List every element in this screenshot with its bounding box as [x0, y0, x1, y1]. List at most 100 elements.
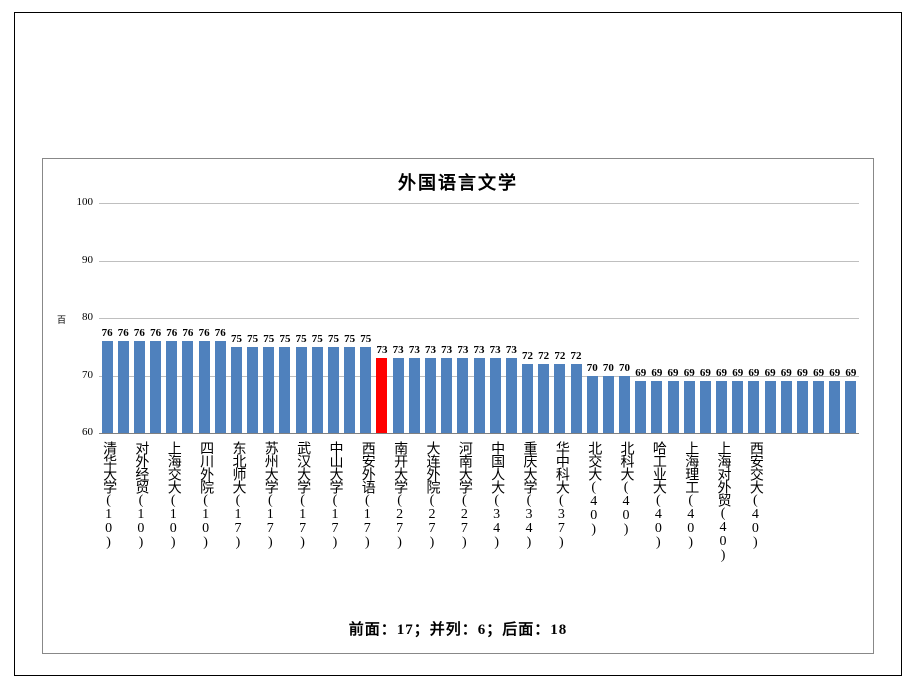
x-category-label: 重庆大学(34): [519, 441, 539, 549]
bar: [344, 347, 355, 433]
x-category-label: 清华大学(10): [98, 441, 118, 549]
bar: [231, 347, 242, 433]
y-tick-label: 80: [63, 311, 93, 323]
bar-value-label: 72: [551, 350, 568, 362]
bar-value-label: 70: [584, 362, 601, 374]
bar-value-label: 76: [99, 327, 116, 339]
bar-value-label: 73: [422, 344, 439, 356]
bar-value-label: 69: [826, 367, 843, 379]
bar-value-label: 73: [454, 344, 471, 356]
y-tick-label: 70: [63, 369, 93, 381]
bar: [668, 381, 679, 433]
bar-value-label: 73: [487, 344, 504, 356]
bar: [199, 341, 210, 433]
x-category-label: 中国人大(34): [486, 441, 506, 549]
x-category-label: 东北师大(17): [227, 441, 247, 549]
bar: [684, 381, 695, 433]
bar-value-label: 69: [729, 367, 746, 379]
bar: [619, 376, 630, 434]
bar: [409, 358, 420, 433]
x-category-label: 上海理工(40): [680, 441, 700, 549]
bar-value-label: 75: [228, 333, 245, 345]
bar: [134, 341, 145, 433]
x-category-label: 河南大学(27): [454, 441, 474, 549]
bar-value-label: 69: [632, 367, 649, 379]
y-tick-label: 100: [63, 196, 93, 208]
bar-value-label: 75: [309, 333, 326, 345]
bar-value-label: 75: [244, 333, 261, 345]
bar: [797, 381, 808, 433]
bar-value-label: 75: [325, 333, 342, 345]
bar-value-label: 72: [519, 350, 536, 362]
bar: [765, 381, 776, 433]
bar: [425, 358, 436, 433]
bar: [635, 381, 646, 433]
bar: [700, 381, 711, 433]
x-category-label: 南开大学(27): [389, 441, 409, 549]
bar: [732, 381, 743, 433]
bar-value-label: 69: [810, 367, 827, 379]
bar: [215, 341, 226, 433]
bar-value-label: 73: [503, 344, 520, 356]
bar: [716, 381, 727, 433]
bar-value-label: 75: [276, 333, 293, 345]
chart-container: 外国语言文学 百 60708090100 7676767676767676757…: [42, 158, 874, 654]
gridline: [99, 433, 859, 434]
x-category-label: 上海对外贸(40): [713, 441, 733, 562]
bar: [393, 358, 404, 433]
bar-value-label: 69: [697, 367, 714, 379]
bar-value-label: 76: [163, 327, 180, 339]
bar-value-label: 72: [568, 350, 585, 362]
bar-value-label: 72: [535, 350, 552, 362]
bar-value-label: 69: [745, 367, 762, 379]
bar: [554, 364, 565, 433]
bar-value-label: 69: [648, 367, 665, 379]
x-category-label: 西安外语(17): [357, 441, 377, 549]
bar-value-label: 76: [115, 327, 132, 339]
bar-value-label: 73: [438, 344, 455, 356]
bar-value-label: 73: [406, 344, 423, 356]
x-category-label: 武汉大学(17): [292, 441, 312, 549]
x-category-label: 对外经贸(10): [130, 441, 150, 549]
bar: [182, 341, 193, 433]
bar: [651, 381, 662, 433]
bar-value-label: 69: [794, 367, 811, 379]
bar-value-label: 69: [762, 367, 779, 379]
y-tick-label: 90: [63, 254, 93, 266]
bar-highlight: [376, 358, 387, 433]
bar: [522, 364, 533, 433]
bar: [538, 364, 549, 433]
bar-value-label: 75: [260, 333, 277, 345]
bar-value-label: 69: [681, 367, 698, 379]
bar: [296, 347, 307, 433]
bar: [490, 358, 501, 433]
chart-title: 外国语言文学: [43, 169, 873, 195]
bar: [279, 347, 290, 433]
bar: [571, 364, 582, 433]
x-category-label: 上海交大(10): [163, 441, 183, 549]
bar: [118, 341, 129, 433]
bar: [748, 381, 759, 433]
x-category-label: 苏州大学(17): [260, 441, 280, 549]
bar: [312, 347, 323, 433]
y-tick-label: 60: [63, 426, 93, 438]
bar: [781, 381, 792, 433]
bar: [166, 341, 177, 433]
bar-value-label: 75: [341, 333, 358, 345]
x-category-label: 北科大(40): [616, 441, 636, 536]
bar: [506, 358, 517, 433]
bar-value-label: 76: [196, 327, 213, 339]
bar-value-label: 76: [212, 327, 229, 339]
bar: [263, 347, 274, 433]
bar-value-label: 73: [471, 344, 488, 356]
bar-value-label: 70: [616, 362, 633, 374]
bar-value-label: 73: [390, 344, 407, 356]
bar: [474, 358, 485, 433]
bar: [360, 347, 371, 433]
bar: [813, 381, 824, 433]
bar: [603, 376, 614, 434]
x-category-label: 哈工业大(40): [648, 441, 668, 549]
bar-value-label: 76: [179, 327, 196, 339]
bar-value-label: 69: [842, 367, 859, 379]
x-labels-group: 清华大学(10)对外经贸(10)上海交大(10)四川外院(10)东北师大(17)…: [99, 437, 859, 597]
